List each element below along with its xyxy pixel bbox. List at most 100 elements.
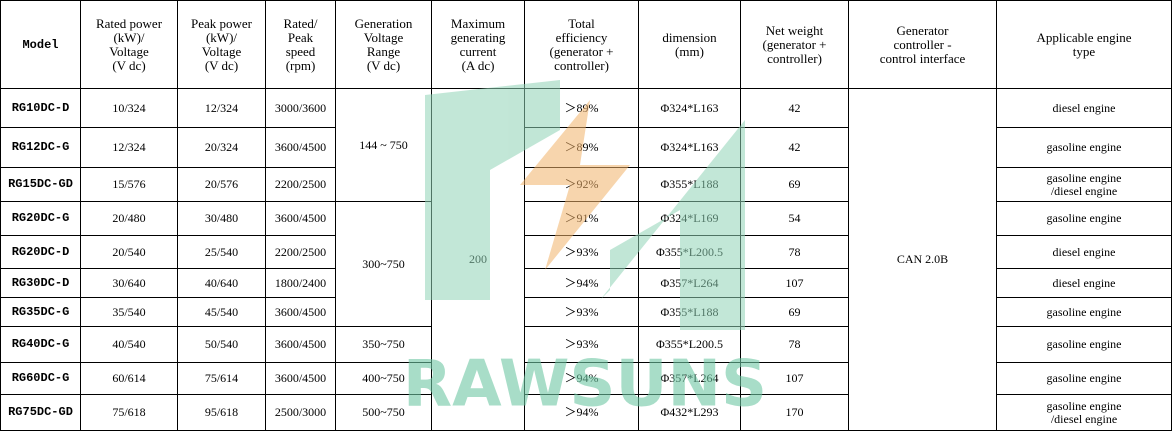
peak-cell: 12/324 — [177, 88, 266, 128]
peak-cell: 45/540 — [177, 297, 266, 327]
speed-cell: 3600/4500 — [265, 127, 336, 168]
column-header: Rated power (kW)/ Voltage (V dc) — [80, 0, 178, 89]
column-header: Maximum generating current (A dc) — [431, 0, 525, 89]
rated-cell: 75/618 — [80, 394, 178, 431]
engine-cell: gasoline engine /diesel engine — [996, 167, 1172, 202]
model-cell: RG40DC-G — [0, 326, 81, 363]
dimension-cell: Φ355*L188 — [638, 297, 741, 327]
peak-cell: 25/540 — [177, 235, 266, 269]
max-current-cell: 200 — [431, 88, 525, 431]
table-row: RG20DC-D 20/540 25/540 2200/2500 ＞93% Φ355*L2… — [0, 235, 1172, 269]
column-header: Generation Voltage Range (V dc) — [335, 0, 432, 89]
rated-cell: 40/540 — [80, 326, 178, 363]
model-cell: RG20DC-G — [0, 201, 81, 236]
dimension-cell: Φ324*L163 — [638, 127, 741, 168]
engine-cell: gasoline engine /diesel engine — [996, 394, 1172, 431]
peak-cell: 95/618 — [177, 394, 266, 431]
voltage-range-cell: 350~750 — [335, 326, 432, 363]
peak-cell: 75/614 — [177, 362, 266, 395]
peak-cell: 40/640 — [177, 268, 266, 298]
dimension-cell: Φ355*L200.5 — [638, 326, 741, 363]
model-cell: RG20DC-D — [0, 235, 81, 269]
dimension-cell: Φ324*L163 — [638, 88, 741, 128]
rated-cell: 20/480 — [80, 201, 178, 236]
model-cell: RG10DC-D — [0, 88, 81, 128]
efficiency-cell: ＞89% — [524, 127, 639, 168]
rated-cell: 30/640 — [80, 268, 178, 298]
voltage-range-cell: 400~750 — [335, 362, 432, 395]
weight-cell: 42 — [740, 127, 849, 168]
engine-cell: diesel engine — [996, 235, 1172, 269]
dimension-cell: Φ357*L264 — [638, 268, 741, 298]
controller-cell: CAN 2.0B — [848, 88, 997, 431]
table-row: RG30DC-D 30/640 40/640 1800/2400 ＞94% Φ357*L2… — [0, 268, 1172, 298]
table-row: RG10DC-D 10/324 12/324 3000/3600 144 ~ 750 20… — [0, 88, 1172, 431]
weight-cell: 78 — [740, 235, 849, 269]
voltage-range-cell: 500~750 — [335, 394, 432, 431]
weight-cell: 54 — [740, 201, 849, 236]
column-header: dimension (mm) — [638, 0, 741, 89]
column-header: Model — [0, 0, 81, 89]
speed-cell: 2500/3000 — [265, 394, 336, 431]
engine-cell: gasoline engine — [996, 201, 1172, 236]
dimension-cell: Φ324*L169 — [638, 201, 741, 236]
efficiency-cell: ＞94% — [524, 268, 639, 298]
rated-cell: 10/324 — [80, 88, 178, 128]
rated-cell: 60/614 — [80, 362, 178, 395]
weight-cell: 170 — [740, 394, 849, 431]
column-header: Applicable engine type — [996, 0, 1172, 89]
table-row: RG75DC-GD 75/618 95/618 2500/3000 500~750 ＞94… — [0, 394, 1172, 431]
table-row: RG35DC-G 35/540 45/540 3600/4500 ＞93% Φ355*L1… — [0, 297, 1172, 327]
speed-cell: 3600/4500 — [265, 201, 336, 236]
column-header: Rated/ Peak speed (rpm) — [265, 0, 336, 89]
column-header: Net weight (generator + controller) — [740, 0, 849, 89]
efficiency-cell: ＞94% — [524, 362, 639, 395]
speed-cell: 3600/4500 — [265, 297, 336, 327]
peak-cell: 50/540 — [177, 326, 266, 363]
rated-cell: 20/540 — [80, 235, 178, 269]
efficiency-cell: ＞93% — [524, 326, 639, 363]
efficiency-cell: ＞92% — [524, 167, 639, 202]
speed-cell: 3600/4500 — [265, 362, 336, 395]
engine-cell: gasoline engine — [996, 297, 1172, 327]
rated-cell: 12/324 — [80, 127, 178, 168]
engine-cell: gasoline engine — [996, 127, 1172, 168]
weight-cell: 78 — [740, 326, 849, 363]
efficiency-cell: ＞91% — [524, 201, 639, 236]
model-cell: RG30DC-D — [0, 268, 81, 298]
column-header: Generator controller - control interface — [848, 0, 997, 89]
voltage-range-cell: 144 ~ 750 — [335, 88, 432, 202]
dimension-cell: Φ355*L200.5 — [638, 235, 741, 269]
weight-cell: 69 — [740, 167, 849, 202]
dimension-cell: Φ432*L293 — [638, 394, 741, 431]
voltage-range-cell: 300~750 — [335, 201, 432, 327]
efficiency-cell: ＞89% — [524, 88, 639, 128]
table-row: RG40DC-G 40/540 50/540 3600/4500 350~750 ＞93%… — [0, 326, 1172, 363]
table-row: RG20DC-G 20/480 30/480 3600/4500 300~750 ＞91%… — [0, 201, 1172, 327]
table-row: RG15DC-GD 15/576 20/576 2200/2500 ＞92% Φ355*L… — [0, 167, 1172, 202]
table-row: RG12DC-G 12/324 20/324 3600/4500 ＞89% Φ324*L1… — [0, 127, 1172, 168]
efficiency-cell: ＞93% — [524, 235, 639, 269]
model-cell: RG12DC-G — [0, 127, 81, 168]
peak-cell: 30/480 — [177, 201, 266, 236]
model-cell: RG15DC-GD — [0, 167, 81, 202]
engine-cell: diesel engine — [996, 88, 1172, 128]
speed-cell: 3600/4500 — [265, 326, 336, 363]
speed-cell: 2200/2500 — [265, 235, 336, 269]
column-header: Peak power (kW)/ Voltage (V dc) — [177, 0, 266, 89]
model-cell: RG60DC-G — [0, 362, 81, 395]
model-cell: RG75DC-GD — [0, 394, 81, 431]
peak-cell: 20/324 — [177, 127, 266, 168]
weight-cell: 107 — [740, 362, 849, 395]
efficiency-cell: ＞93% — [524, 297, 639, 327]
speed-cell: 1800/2400 — [265, 268, 336, 298]
speed-cell: 3000/3600 — [265, 88, 336, 128]
dimension-cell: Φ355*L188 — [638, 167, 741, 202]
rated-cell: 15/576 — [80, 167, 178, 202]
model-cell: RG35DC-G — [0, 297, 81, 327]
speed-cell: 2200/2500 — [265, 167, 336, 202]
peak-cell: 20/576 — [177, 167, 266, 202]
weight-cell: 42 — [740, 88, 849, 128]
